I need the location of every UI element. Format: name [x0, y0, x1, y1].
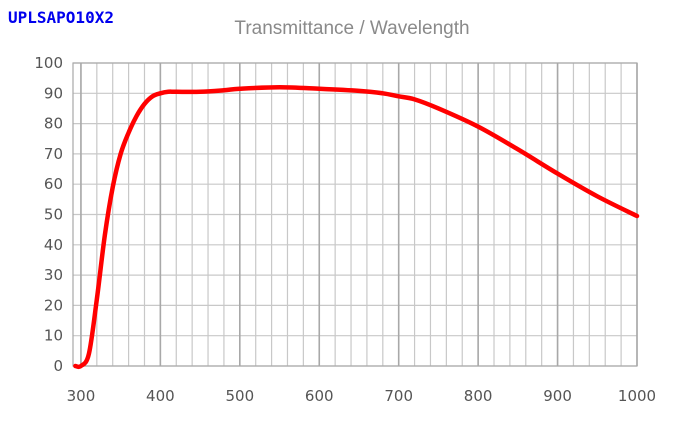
- chart-series: [73, 84, 640, 370]
- x-tick-label: 300: [67, 387, 96, 405]
- y-tick-label: 60: [44, 175, 63, 193]
- y-tick-label: 90: [44, 84, 63, 102]
- y-tick-label: 30: [44, 266, 63, 284]
- y-tick-label: 40: [44, 236, 63, 254]
- x-tick-label: 900: [543, 387, 572, 405]
- y-tick-label: 50: [44, 206, 63, 224]
- x-tick-label: 700: [384, 387, 413, 405]
- x-tick-label: 600: [305, 387, 334, 405]
- chart-title: Transmittance / Wavelength: [234, 18, 469, 39]
- y-axis-ticks: 0 10 20 30 40 50 60 70 80 90 100: [34, 54, 63, 375]
- x-axis-ticks: 300 400 500 600 700 800 900 1000: [67, 387, 656, 405]
- y-tick-label: 100: [34, 54, 63, 72]
- x-tick-label: 1000: [618, 387, 656, 405]
- x-tick-label: 500: [225, 387, 254, 405]
- series-line-transmittance: [73, 84, 640, 370]
- x-tick-label: 800: [464, 387, 493, 405]
- y-tick-label: 0: [53, 357, 63, 375]
- y-tick-label: 70: [44, 145, 63, 163]
- y-tick-label: 20: [44, 296, 63, 314]
- y-tick-label: 80: [44, 115, 63, 133]
- model-label: UPLSAPO10X2: [8, 8, 114, 27]
- y-tick-label: 10: [44, 327, 63, 345]
- x-tick-label: 400: [146, 387, 175, 405]
- chart-grid: [72, 62, 638, 367]
